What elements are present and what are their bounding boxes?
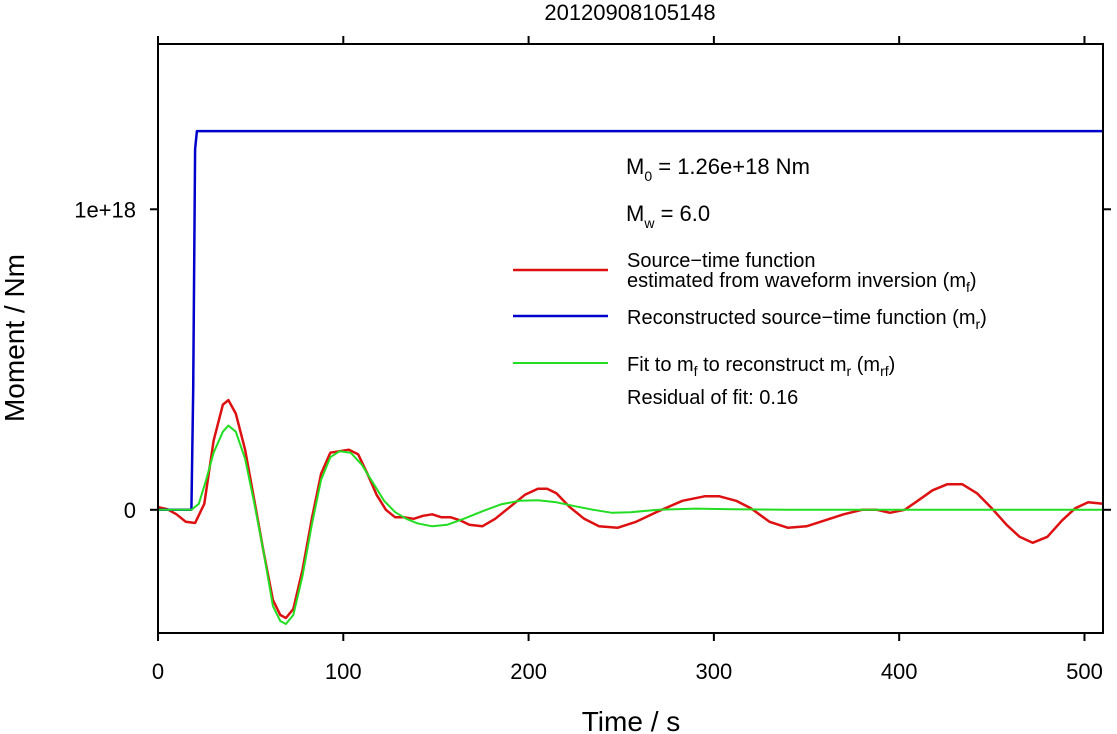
series-layer xyxy=(157,129,1104,625)
y-axis: 0 1e+18 xyxy=(74,197,1111,523)
legend-label-green: Fit to mf to reconstruct mr (mrf) xyxy=(627,354,895,379)
y-tick-label: 1e+18 xyxy=(74,197,136,222)
x-axis-title: Time / s xyxy=(582,706,681,734)
legend-label-red-line1: Source−time function xyxy=(627,250,815,272)
y-tick-label: 0 xyxy=(124,498,136,523)
x-tick-label: 500 xyxy=(1066,659,1103,684)
x-tick-label: 200 xyxy=(510,659,547,684)
x-axis: 0 100 200 300 400 500 xyxy=(152,36,1103,684)
chart-title: 20120908105148 xyxy=(544,0,715,25)
m0-annotation: M0 = 1.26e+18 Nm xyxy=(626,154,810,184)
mw-annotation: Mw = 6.0 xyxy=(626,201,710,231)
legend-label-red-line2: estimated from waveform inversion (mf) xyxy=(627,270,977,295)
legend: Source−time function estimated from wave… xyxy=(513,250,987,409)
x-tick-label: 300 xyxy=(696,659,733,684)
x-tick-label: 100 xyxy=(325,659,362,684)
x-tick-label: 0 xyxy=(152,659,164,684)
legend-label-blue: Reconstructed source−time function (mr) xyxy=(627,307,987,332)
plot-frame xyxy=(157,43,1104,634)
x-tick-label: 400 xyxy=(881,659,918,684)
y-axis-title: Moment / Nm xyxy=(0,254,30,422)
residual-annotation: Residual of fit: 0.16 xyxy=(627,387,798,409)
series-fit xyxy=(158,424,1103,625)
